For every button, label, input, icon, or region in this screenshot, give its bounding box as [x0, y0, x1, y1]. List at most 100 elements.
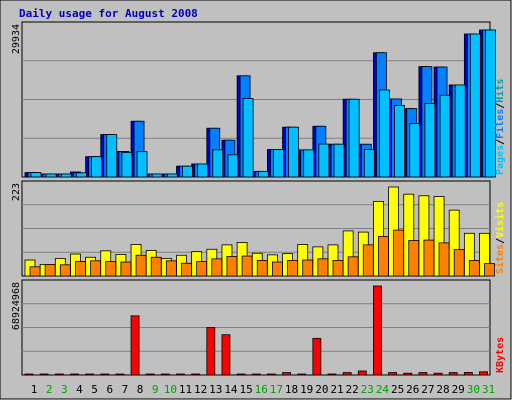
panel-1-bar-pages-6 — [106, 134, 118, 178]
panel-3-bar-kbytes-17 — [266, 373, 276, 376]
panel-3-bar-kbytes-12 — [191, 373, 201, 376]
chart-title: Daily usage for August 2008 — [19, 7, 198, 20]
panel-3-bar-kbytes-18 — [282, 372, 291, 376]
legend-part: Sites — [494, 244, 506, 274]
panel-3-bar-kbytes-21 — [327, 373, 337, 376]
xtick-day-3: 3 — [61, 383, 68, 396]
panel-1-bar-pages-31 — [485, 29, 496, 178]
xtick-day-7: 7 — [122, 383, 129, 396]
panel-2-bar-sites-6 — [105, 261, 117, 277]
panel-3-bar-kbytes-30 — [463, 372, 473, 376]
xtick-day-12: 12 — [194, 383, 207, 396]
panel-3-bar-kbytes-5 — [85, 373, 94, 376]
panel-1-bar-pages-7 — [121, 152, 133, 178]
legend-part: Pages — [495, 145, 506, 175]
panel-1-bar-pages-3 — [60, 173, 72, 178]
panel-2-bar-sites-21 — [332, 260, 344, 277]
xtick-day-13: 13 — [209, 383, 222, 396]
panel-3-bar-kbytes-27 — [418, 372, 428, 376]
panel-1-bar-pages-28 — [439, 94, 451, 178]
panel-2-bar-sites-25 — [393, 229, 405, 277]
panel-1-bar-pages-14 — [227, 154, 239, 178]
panel-1-legend: Pages/Files/Hits — [494, 79, 506, 175]
panel-3-bar-kbytes-26 — [403, 372, 413, 376]
panel-1-bar-pages-1 — [30, 172, 42, 178]
xtick-day-8: 8 — [137, 383, 144, 396]
panel-1-bar-pages-11 — [182, 165, 193, 178]
panel-1-bar-pages-21 — [333, 143, 345, 178]
panel-3-bar-kbytes-23 — [357, 370, 367, 376]
panel-1-bar-pages-2 — [45, 173, 57, 178]
panel-1-bar-pages-12 — [197, 163, 209, 178]
panel-2-bar-sites-28 — [438, 242, 450, 277]
panel-1-bar-pages-29 — [454, 84, 466, 178]
panel-2-bar-sites-5 — [90, 260, 101, 277]
panel-1-bar-pages-8 — [136, 151, 148, 178]
panel-1-bar-pages-18 — [288, 126, 299, 178]
panel-2-bar-sites-13 — [211, 258, 223, 277]
panel-2-bar-sites-9 — [150, 256, 162, 277]
xtick-day-14: 14 — [224, 383, 238, 396]
panel-1-bar-pages-22 — [348, 98, 360, 178]
panel-2-bar-sites-19 — [302, 259, 314, 277]
panel-3-bar-kbytes-22 — [342, 372, 352, 376]
panel-3-bar-kbytes-24 — [373, 285, 382, 376]
xtick-day-25: 25 — [391, 383, 404, 396]
panel-1-bar-pages-25 — [394, 105, 406, 178]
panel-2-bar-sites-14 — [226, 256, 238, 277]
panel-1-bar-pages-20 — [318, 143, 330, 178]
panel-2-bar-sites-27 — [423, 239, 435, 277]
xtick-day-5: 5 — [91, 383, 98, 396]
xtick-day-29: 29 — [452, 383, 465, 396]
xtick-day-30: 30 — [467, 383, 480, 396]
panel-2-bar-sites-3 — [59, 264, 71, 277]
panel-3-bar-kbytes-2 — [39, 373, 49, 376]
xtick-day-9: 9 — [152, 383, 159, 396]
panel-3-bar-kbytes-19 — [297, 373, 307, 376]
panel-3-bar-kbytes-1 — [24, 373, 34, 376]
xtick-day-23: 23 — [361, 383, 374, 396]
panel-2-bar-sites-8 — [135, 254, 147, 277]
panel-2-bar-sites-7 — [120, 261, 132, 277]
xtick-day-20: 20 — [315, 383, 328, 396]
xtick-day-28: 28 — [436, 383, 449, 396]
panel-3-bar-kbytes-11 — [176, 373, 185, 376]
xtick-day-1: 1 — [31, 383, 38, 396]
panel-2-bar-sites-22 — [347, 256, 359, 277]
panel-2-bar-sites-1 — [29, 266, 41, 277]
legend-part: / — [495, 103, 506, 109]
panel-2-bar-sites-29 — [453, 249, 465, 277]
panel-3-bar-kbytes-7 — [115, 373, 125, 376]
xtick-day-27: 27 — [421, 383, 434, 396]
chart-panels: 29934Pages/Files/Hits223Sites/Visits6892… — [11, 21, 506, 396]
xtick-day-16: 16 — [255, 383, 268, 396]
panel-3-bar-kbytes-31 — [479, 371, 488, 376]
panel-3-bar-kbytes-28 — [433, 372, 443, 376]
panel-1-bar-pages-27 — [424, 102, 436, 178]
legend-part: Hits — [494, 79, 506, 103]
xtick-day-11: 11 — [179, 383, 192, 396]
panel-3-bar-kbytes-14 — [221, 334, 231, 376]
panel-2-bar-sites-26 — [408, 240, 420, 277]
legend-part: Visits — [494, 202, 506, 238]
panel-2-bar-sites-20 — [317, 258, 329, 277]
panel-1-bar-pages-16 — [257, 170, 269, 178]
legend-part: / — [495, 139, 506, 145]
xtick-day-6: 6 — [106, 383, 113, 396]
panel-3-bar-kbytes-9 — [145, 373, 155, 376]
xtick-day-26: 26 — [406, 383, 419, 396]
panel-2-bar-sites-24 — [378, 236, 389, 277]
xtick-day-24: 24 — [376, 383, 390, 396]
panel-3-bar-kbytes-20 — [312, 337, 322, 376]
panel-3-bar-kbytes-25 — [388, 372, 398, 376]
xtick-day-10: 10 — [164, 383, 177, 396]
panel-2-ytick: 223 — [11, 183, 22, 201]
panel-1-bar-pages-17 — [272, 149, 284, 178]
panel-2-bar-sites-4 — [75, 261, 86, 277]
panel-3-bar-kbytes-4 — [70, 373, 79, 376]
xtick-day-18: 18 — [285, 383, 298, 396]
panel-3-bar-kbytes-3 — [54, 373, 64, 376]
panel-2-bar-sites-10 — [165, 260, 177, 277]
legend-part: Files — [494, 109, 506, 139]
panel-2-legend: Sites/Visits — [494, 202, 506, 274]
